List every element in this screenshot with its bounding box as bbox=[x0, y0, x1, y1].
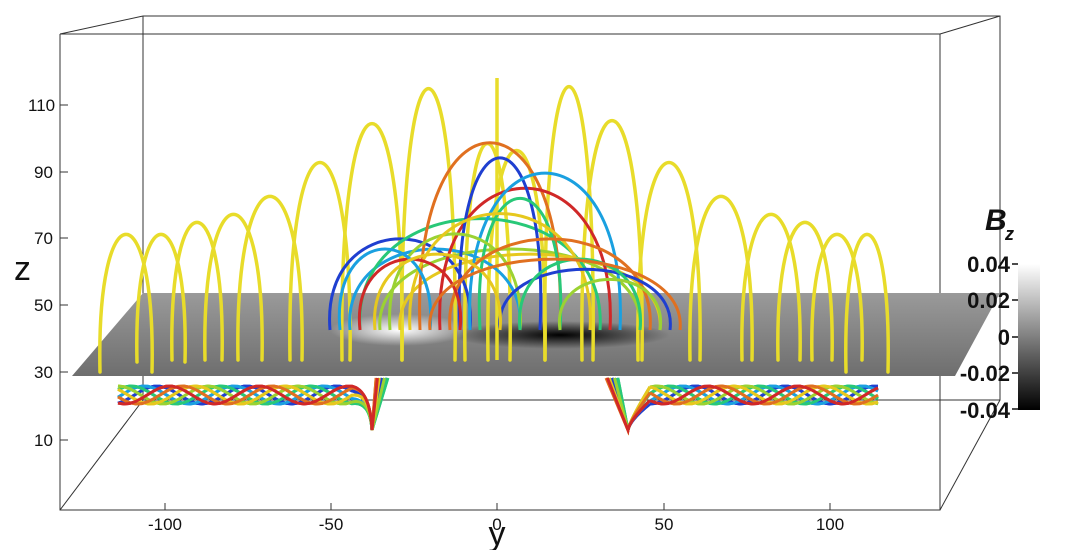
z-tick-label: 10 bbox=[34, 431, 53, 450]
y-tick-label: -50 bbox=[319, 515, 344, 534]
colorbar-tick-label: 0.04 bbox=[967, 252, 1011, 277]
flux-tube-strand bbox=[117, 377, 381, 431]
colorbar-title: B bbox=[985, 204, 1007, 237]
twisted-loop bbox=[328, 237, 472, 331]
z-axis: 110 90 70 50 30 10 z bbox=[14, 60, 68, 510]
flux-tube-strand bbox=[649, 384, 879, 406]
colorbar-tick-label: -0.04 bbox=[960, 398, 1011, 423]
y-axis: -100 -50 0 50 100 y bbox=[148, 503, 844, 550]
twisted-loop bbox=[558, 278, 662, 331]
arcade-loop bbox=[98, 232, 154, 374]
twisted-loop bbox=[457, 156, 543, 331]
twisted-loop bbox=[337, 247, 433, 331]
twisted-loop bbox=[498, 267, 672, 331]
twisted-loop bbox=[477, 196, 563, 331]
flux-tube-bundle bbox=[117, 377, 879, 436]
y-tick-label: -100 bbox=[148, 515, 182, 534]
colorbar-gradient bbox=[1018, 264, 1040, 410]
arcade-loop bbox=[135, 232, 187, 364]
colorbar-tick-label: -0.02 bbox=[960, 361, 1010, 386]
arcade-loop bbox=[636, 161, 702, 362]
arcade-field-lines bbox=[98, 78, 890, 374]
colorbar: B z 0.04 0.02 0 -0.02 -0.04 bbox=[960, 204, 1040, 423]
arcade-loop bbox=[688, 194, 754, 362]
colorbar-tick-label: 0.02 bbox=[967, 288, 1010, 313]
colorbar-title-subscript: z bbox=[1004, 224, 1014, 244]
arcade-loop bbox=[844, 232, 890, 374]
y-tick-label: 100 bbox=[816, 515, 844, 534]
y-axis-title: y bbox=[489, 515, 506, 550]
twisted-loop bbox=[408, 212, 592, 331]
z-tick-label: 90 bbox=[34, 163, 53, 182]
flux-tube-strand bbox=[649, 384, 879, 406]
flux-tube-strand bbox=[117, 377, 386, 431]
arcade-loop bbox=[236, 194, 304, 362]
twisted-loop bbox=[388, 232, 522, 331]
y-tick-label: 0 bbox=[492, 515, 501, 534]
twisted-loop bbox=[468, 171, 622, 331]
arcade-loop bbox=[810, 232, 864, 362]
flux-tube-strand bbox=[117, 377, 379, 431]
colorbar-tick-label: 0 bbox=[998, 325, 1010, 350]
twisted-loop bbox=[358, 217, 602, 331]
arcade-loop bbox=[170, 220, 224, 362]
y-tick-label: 50 bbox=[655, 515, 674, 534]
z-axis-title: z bbox=[14, 250, 31, 288]
arcade-loop bbox=[740, 212, 802, 362]
z-tick-label: 50 bbox=[34, 296, 53, 315]
flux-tube-strand bbox=[606, 377, 652, 436]
arcade-loop bbox=[340, 122, 404, 362]
bounding-box bbox=[59, 15, 1001, 511]
emerging-field-lines bbox=[328, 141, 682, 331]
flux-tube-strand bbox=[649, 384, 879, 406]
twisted-loop bbox=[428, 257, 682, 331]
arcade-loop bbox=[203, 212, 264, 362]
z-tick-label: 110 bbox=[28, 96, 55, 115]
arcade-loop bbox=[776, 220, 834, 362]
z-tick-label: 70 bbox=[34, 229, 53, 248]
twisted-loop bbox=[373, 252, 502, 331]
z-tick-label: 30 bbox=[34, 363, 53, 382]
